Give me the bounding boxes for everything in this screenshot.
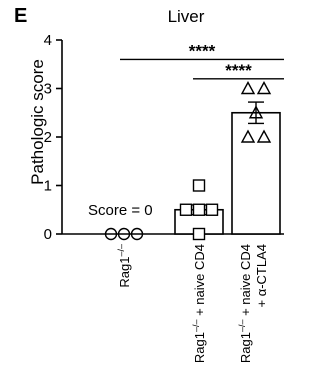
x-tick-label-line2: + α-CTLA4 — [254, 244, 269, 308]
data-point-triangle — [256, 81, 272, 95]
data-point-triangle — [248, 105, 264, 119]
data-point-circle — [130, 227, 144, 241]
data-point-triangle — [240, 81, 256, 95]
data-point-square — [205, 203, 219, 216]
data-point-triangle — [256, 129, 272, 143]
panel-label: E — [14, 5, 27, 27]
score-zero-label: Score = 0 — [88, 202, 153, 219]
y-tick-label: 1 — [44, 178, 52, 195]
y-axis-label: Pathologic score — [28, 59, 47, 185]
data-point-square — [179, 203, 193, 216]
chart-title: Liver — [168, 7, 205, 26]
significance-label: **** — [189, 41, 216, 60]
x-tick-label: Rag1–/– + naive CD4 — [191, 244, 207, 363]
y-tick-label: 0 — [44, 226, 52, 243]
y-tick-label: 3 — [44, 81, 52, 98]
y-tick-label: 2 — [44, 129, 52, 146]
data-point-circle — [117, 227, 131, 241]
significance-annotations: **** **** — [120, 41, 284, 80]
data-point-square — [192, 227, 206, 241]
data-point-triangle — [240, 129, 256, 143]
bar — [231, 111, 281, 235]
data-point-circle — [104, 227, 118, 241]
data-point-square — [192, 203, 206, 216]
x-tick-label: Rag1–/– + naive CD4 — [237, 244, 253, 363]
data-points: Score = 0 — [88, 81, 272, 241]
data-point-square — [192, 179, 206, 192]
x-tick-label: Rag1–/– — [116, 244, 132, 288]
significance-label: **** — [225, 61, 252, 80]
x-axis-labels: Rag1–/– Rag1–/– + naive CD4 Rag1–/– + naiv… — [116, 244, 269, 363]
y-tick-label: 4 — [44, 32, 52, 49]
